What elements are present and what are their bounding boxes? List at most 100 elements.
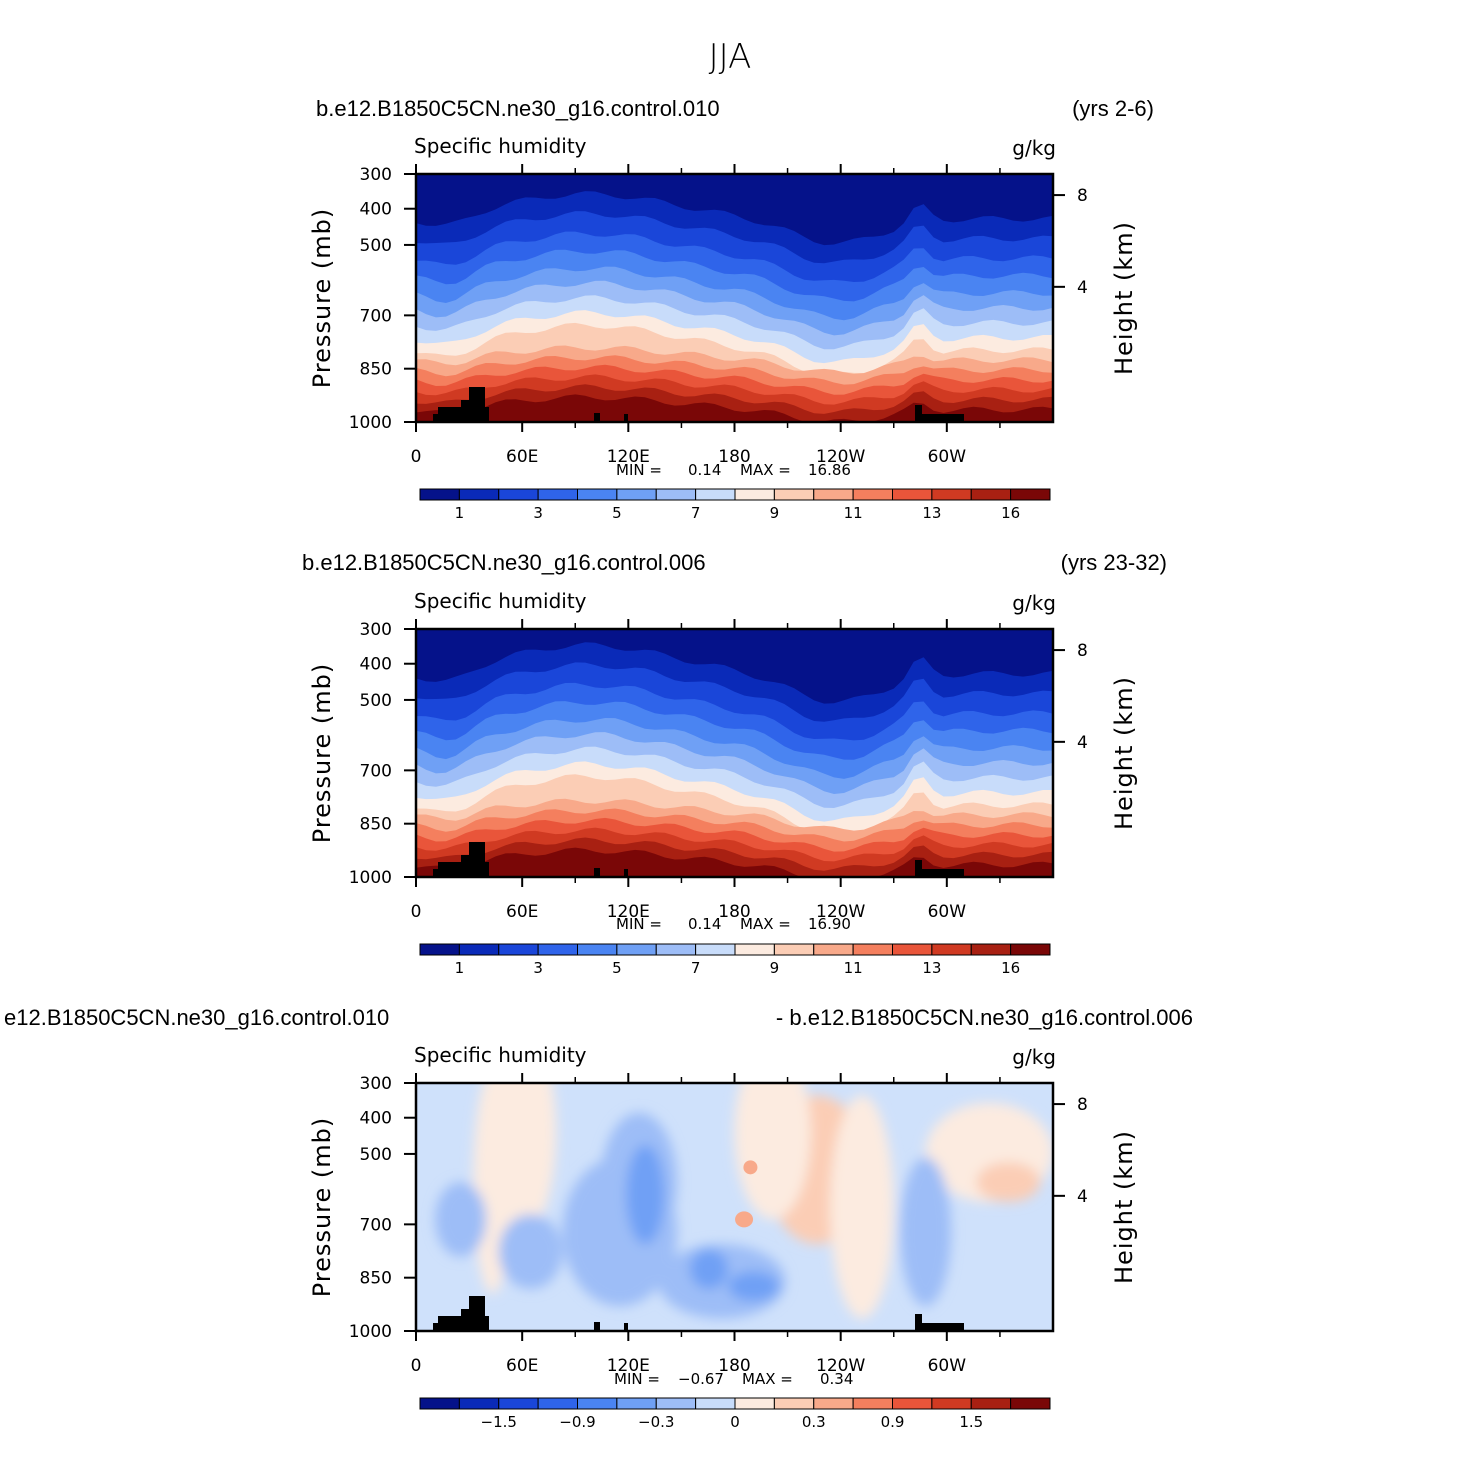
y-tick-label: 850 bbox=[360, 815, 392, 835]
terrain-block bbox=[624, 869, 628, 877]
x-tick-label: 0 bbox=[411, 902, 422, 922]
colorbar-box bbox=[1010, 943, 1051, 956]
colorbar-box bbox=[655, 488, 697, 501]
colorbar-box bbox=[577, 943, 618, 956]
colorbar-box bbox=[537, 488, 578, 501]
y-right-tick-label: 8 bbox=[1077, 641, 1088, 661]
y-tick-label: 300 bbox=[360, 620, 392, 640]
colorbar-box bbox=[695, 488, 736, 501]
colorbar-box bbox=[970, 943, 1012, 956]
x-tick-label: 120W bbox=[816, 1356, 865, 1376]
colorbar-box bbox=[655, 1397, 697, 1410]
colorbar-box bbox=[892, 488, 933, 501]
terrain-block bbox=[915, 1314, 964, 1331]
y-right-tick-label: 4 bbox=[1077, 278, 1088, 298]
contour-blob bbox=[830, 1095, 894, 1319]
colorbar-box bbox=[813, 488, 854, 501]
y-tick-label: 700 bbox=[360, 306, 392, 326]
y-right-tick-label: 4 bbox=[1077, 733, 1088, 753]
panel-2-axes: 300 400 500 700 850 1000 8 4 0 60E 120E 180 120W 60W bbox=[349, 619, 1088, 922]
panel-3-max-value: 0.34 bbox=[820, 1370, 853, 1388]
x-tick-label: 180 bbox=[718, 902, 750, 922]
y-tick-label: 850 bbox=[360, 1269, 392, 1289]
y-tick-label: 400 bbox=[360, 1109, 392, 1129]
panel-1-min-label: MIN = bbox=[616, 461, 662, 479]
y-tick-label: 1000 bbox=[349, 413, 392, 433]
panel-3-case-title: e12.B1850C5CN.ne30_g16.control.010 bbox=[4, 1005, 389, 1030]
y-tick-label: 500 bbox=[360, 691, 392, 711]
terrain-block bbox=[915, 405, 964, 422]
panel-1-ylabel: Pressure (mb) bbox=[308, 208, 336, 388]
panel-3-contour-field bbox=[416, 1083, 1053, 1331]
y-right-tick-label: 8 bbox=[1077, 1095, 1088, 1115]
panel-2-years: (yrs 23-32) bbox=[1061, 550, 1167, 575]
terrain-block bbox=[433, 842, 489, 877]
y-tick-label: 400 bbox=[360, 200, 392, 220]
colorbar-label: 1 bbox=[455, 959, 465, 977]
x-tick-label: 120E bbox=[607, 902, 650, 922]
y-tick-label: 850 bbox=[360, 360, 392, 380]
terrain-block bbox=[594, 1322, 600, 1331]
panel-3-min-label: MIN = bbox=[614, 1370, 660, 1388]
colorbar-box bbox=[1010, 1397, 1051, 1410]
panel-3-axes: 300 400 500 700 850 1000 8 4 0 60E 120E 180 120W 60W bbox=[349, 1073, 1088, 1376]
terrain-block bbox=[624, 414, 628, 422]
panel-1-units: g/kg bbox=[1012, 136, 1056, 160]
terrain-block bbox=[624, 1323, 628, 1331]
terrain-block bbox=[594, 868, 600, 877]
panel-2-terrain bbox=[433, 842, 964, 877]
panel-3-min-value: −0.67 bbox=[678, 1370, 724, 1388]
colorbar-label: 5 bbox=[612, 959, 622, 977]
panel-1-max-value: 16.86 bbox=[808, 461, 851, 479]
colorbar-box bbox=[537, 943, 578, 956]
colorbar-box bbox=[419, 943, 460, 956]
colorbar-label: 3 bbox=[533, 504, 543, 522]
contour-band bbox=[416, 394, 1053, 422]
x-tick-label: 0 bbox=[411, 1356, 422, 1376]
x-tick-label: 180 bbox=[718, 1356, 750, 1376]
panel-2-max-value: 16.90 bbox=[808, 915, 851, 933]
panel-2-case-title: b.e12.B1850C5CN.ne30_g16.control.006 bbox=[302, 550, 706, 575]
panel-3: e12.B1850C5CN.ne30_g16.control.010 - b.e… bbox=[4, 1005, 1193, 1431]
panel-1-contour-field bbox=[416, 174, 1053, 422]
colorbar-box bbox=[931, 1397, 972, 1410]
colorbar-box bbox=[419, 1397, 460, 1410]
colorbar-box bbox=[616, 488, 657, 501]
y-tick-label: 1000 bbox=[349, 1322, 392, 1342]
colorbar-box bbox=[892, 1397, 933, 1410]
colorbar-label: 13 bbox=[922, 504, 941, 522]
panel-2-min-label: MIN = bbox=[616, 915, 662, 933]
panel-1: b.e12.B1850C5CN.ne30_g16.control.010 (yr… bbox=[308, 96, 1154, 522]
contour-band bbox=[416, 847, 1053, 877]
contour-blob bbox=[743, 1160, 758, 1175]
colorbar-box bbox=[813, 943, 854, 956]
contour-blob bbox=[728, 1271, 780, 1302]
panel-3-ylabel-right: Height (km) bbox=[1110, 1130, 1138, 1284]
panel-2-max-label: MAX = bbox=[740, 915, 791, 933]
y-right-tick-label: 4 bbox=[1077, 1187, 1088, 1207]
x-tick-label: 0 bbox=[411, 447, 422, 467]
colorbar-box bbox=[970, 1397, 1012, 1410]
x-tick-label: 120W bbox=[816, 902, 865, 922]
panel-2-ylabel: Pressure (mb) bbox=[308, 663, 336, 843]
colorbar-box bbox=[1010, 488, 1051, 501]
panel-2-min-value: 0.14 bbox=[688, 915, 721, 933]
colorbar-box bbox=[695, 943, 736, 956]
colorbar-label: 9 bbox=[770, 504, 780, 522]
panel-2-variable: Specific humidity bbox=[414, 589, 587, 613]
colorbar-box bbox=[773, 488, 815, 501]
contour-blob bbox=[435, 1182, 487, 1257]
panel-3-ylabel: Pressure (mb) bbox=[308, 1117, 336, 1297]
colorbar-box bbox=[892, 943, 933, 956]
y-tick-label: 500 bbox=[360, 236, 392, 256]
panel-2: b.e12.B1850C5CN.ne30_g16.control.006 (yr… bbox=[302, 550, 1167, 977]
colorbar-label: −0.9 bbox=[559, 1413, 595, 1431]
colorbar-box bbox=[734, 943, 775, 956]
panel-2-ylabel-right: Height (km) bbox=[1110, 676, 1138, 830]
panel-3-units: g/kg bbox=[1012, 1045, 1056, 1069]
x-tick-label: 120W bbox=[816, 447, 865, 467]
y-tick-label: 700 bbox=[360, 1215, 392, 1235]
colorbar-label: 11 bbox=[844, 504, 863, 522]
colorbar-label: 1 bbox=[455, 504, 465, 522]
colorbar-box bbox=[458, 943, 500, 956]
